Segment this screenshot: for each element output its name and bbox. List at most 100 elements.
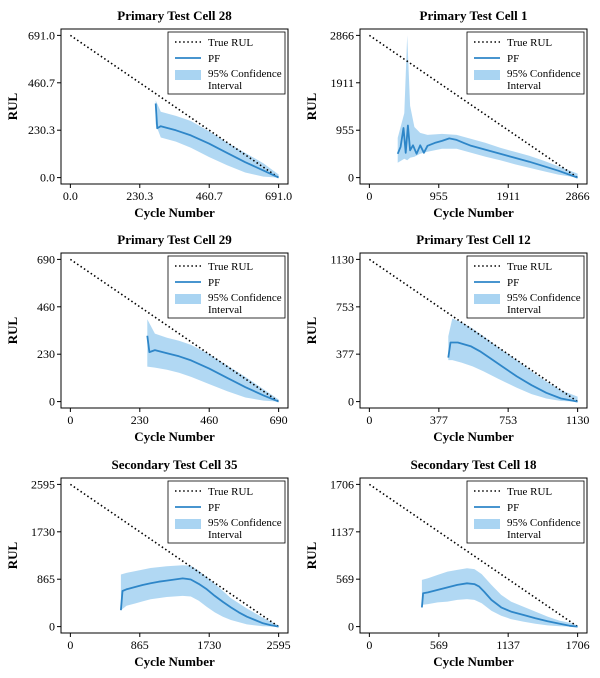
x-axis-label: Cycle Number bbox=[433, 429, 514, 444]
x-tick-label: 753 bbox=[499, 413, 517, 427]
confidence-interval-band bbox=[448, 318, 578, 402]
x-tick-label: 0 bbox=[67, 638, 73, 652]
legend-true-rul-label: True RUL bbox=[208, 486, 253, 498]
legend-ci-swatch bbox=[474, 70, 500, 80]
legend-pf-label: PF bbox=[507, 502, 519, 514]
x-tick-label: 460 bbox=[200, 413, 218, 427]
y-tick-label: 1730 bbox=[31, 525, 55, 539]
y-axis-label: RUL bbox=[304, 316, 319, 344]
y-tick-label: 1130 bbox=[330, 252, 354, 266]
y-tick-label: 753 bbox=[336, 300, 354, 314]
x-tick-label: 1130 bbox=[566, 413, 590, 427]
y-tick-label: 569 bbox=[336, 572, 354, 586]
y-tick-label: 0 bbox=[49, 620, 55, 634]
x-tick-label: 0 bbox=[366, 189, 372, 203]
pf-line bbox=[421, 582, 578, 628]
y-tick-label: 865 bbox=[37, 572, 55, 586]
chart-panel-5: 0 865 1730 2595 0 865 1730 2595 Secondary Test C… bbox=[5, 457, 291, 669]
y-tick-label: 460.7 bbox=[28, 76, 55, 90]
legend-pf-label: PF bbox=[507, 53, 519, 65]
chart-panel-6: 0 569 1137 1706 0 569 1137 1706 Secondary Test C… bbox=[304, 457, 590, 669]
legend-pf-label: PF bbox=[507, 277, 519, 289]
chart-title: Primary Test Cell 28 bbox=[117, 8, 232, 23]
legend-ci-swatch bbox=[175, 70, 201, 80]
pf-line bbox=[154, 103, 279, 179]
y-tick-label: 377 bbox=[336, 347, 354, 361]
chart-panel-3: 0 230 460 690 0 230 460 690 Primary Test Cell 29… bbox=[5, 232, 289, 444]
y-tick-label: 0 bbox=[49, 395, 55, 409]
legend-pf-label: PF bbox=[208, 277, 220, 289]
y-axis-label: RUL bbox=[5, 92, 20, 120]
true-rul-line bbox=[69, 34, 280, 179]
y-tick-label: 460 bbox=[37, 300, 55, 314]
x-tick-label: 569 bbox=[430, 638, 448, 652]
chart-title: Primary Test Cell 12 bbox=[416, 232, 530, 247]
legend-ci-swatch bbox=[175, 294, 201, 304]
y-tick-label: 1706 bbox=[330, 477, 354, 491]
plot-area bbox=[368, 258, 579, 403]
legend-true-rul-label: True RUL bbox=[208, 37, 253, 49]
y-tick-label: 691.0 bbox=[28, 28, 55, 42]
x-tick-label: 460.7 bbox=[196, 189, 223, 203]
x-axis-label: Cycle Number bbox=[433, 205, 514, 220]
axes-frame bbox=[60, 477, 289, 634]
legend-true-rul-label: True RUL bbox=[507, 486, 552, 498]
x-tick-label: 1137 bbox=[496, 638, 520, 652]
x-tick-label: 377 bbox=[430, 413, 448, 427]
true-rul-line bbox=[368, 483, 579, 628]
plot-area bbox=[368, 483, 579, 628]
y-tick-label: 1911 bbox=[330, 76, 354, 90]
y-tick-label: 0 bbox=[348, 620, 354, 634]
y-axis-label: RUL bbox=[304, 92, 319, 120]
legend-ci-label-line1: 95% Confidence bbox=[208, 292, 282, 304]
legend-true-rul-label: True RUL bbox=[507, 261, 552, 273]
y-tick-label: 955 bbox=[336, 123, 354, 137]
axes-frame bbox=[359, 28, 588, 185]
x-tick-label: 691.0 bbox=[265, 189, 292, 203]
legend-ci-label-line2: Interval bbox=[507, 304, 541, 316]
chart-panel-2: 0 955 1911 2866 0 955 1911 2866 Primary Test Cel… bbox=[304, 8, 590, 220]
x-tick-label: 865 bbox=[131, 638, 149, 652]
chart-panel-4: 0 377 753 1130 0 377 753 1130 Primary Test Cell … bbox=[304, 232, 589, 444]
true-rul-line bbox=[368, 34, 579, 179]
confidence-interval-band bbox=[397, 35, 578, 178]
plot-area bbox=[69, 483, 280, 628]
true-rul-line bbox=[368, 258, 579, 403]
legend-true-rul-label: True RUL bbox=[208, 261, 253, 273]
legend-ci-swatch bbox=[474, 294, 500, 304]
axes-frame bbox=[60, 28, 289, 185]
plot-area bbox=[69, 34, 280, 179]
x-tick-label: 690 bbox=[270, 413, 288, 427]
x-tick-label: 1911 bbox=[496, 189, 520, 203]
y-tick-label: 0 bbox=[348, 395, 354, 409]
y-axis-label: RUL bbox=[5, 316, 20, 344]
legend-ci-swatch bbox=[175, 519, 201, 529]
x-axis-label: Cycle Number bbox=[134, 429, 215, 444]
axes-frame bbox=[60, 252, 289, 409]
x-tick-label: 2866 bbox=[566, 189, 590, 203]
chart-title: Primary Test Cell 1 bbox=[420, 8, 528, 23]
legend-pf-label: PF bbox=[208, 53, 220, 65]
y-tick-label: 230.3 bbox=[28, 123, 55, 137]
x-tick-label: 1706 bbox=[566, 638, 590, 652]
y-axis-label: RUL bbox=[304, 541, 319, 569]
x-tick-label: 2595 bbox=[267, 638, 291, 652]
pf-line bbox=[146, 335, 279, 403]
pf-line bbox=[447, 341, 578, 403]
chart-title: Secondary Test Cell 18 bbox=[410, 457, 537, 472]
true-rul-line bbox=[69, 483, 280, 628]
plot-area bbox=[368, 34, 579, 179]
x-axis-label: Cycle Number bbox=[134, 654, 215, 669]
y-tick-label: 2595 bbox=[31, 477, 55, 491]
x-tick-label: 230.3 bbox=[126, 189, 153, 203]
y-axis-label: RUL bbox=[5, 541, 20, 569]
y-tick-label: 2866 bbox=[330, 28, 354, 42]
x-tick-label: 0 bbox=[67, 413, 73, 427]
y-tick-label: 690 bbox=[37, 252, 55, 266]
axes-frame bbox=[359, 252, 588, 409]
legend-ci-swatch bbox=[474, 519, 500, 529]
legend-ci-label-line1: 95% Confidence bbox=[208, 68, 282, 80]
